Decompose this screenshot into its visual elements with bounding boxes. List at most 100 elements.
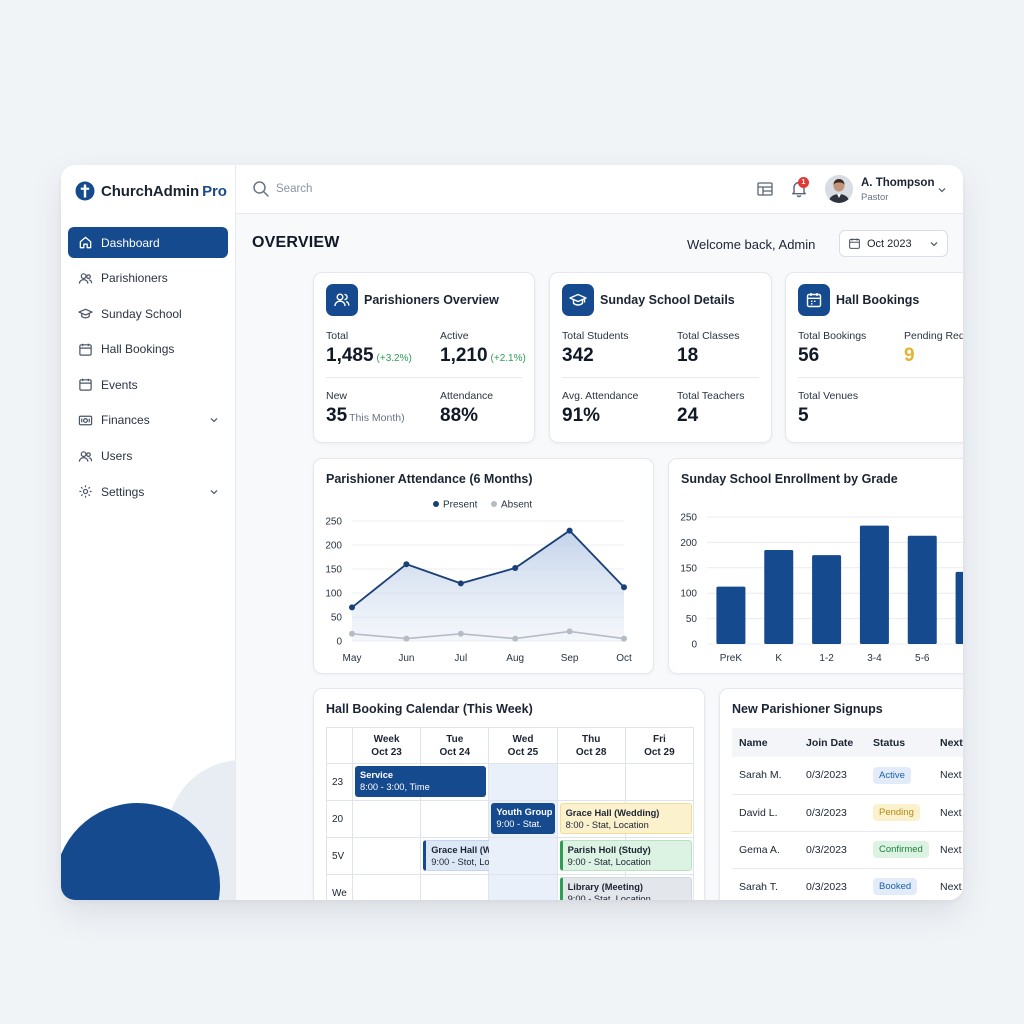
sidebar-item-events[interactable]: Events — [68, 369, 228, 400]
cross-logo-icon — [75, 181, 95, 201]
sunday-school-details-card[interactable]: Sunday School Details Total Students 342… — [549, 272, 772, 443]
stat-delta: (+3.2%) — [376, 353, 412, 364]
card-title: Sunday School Details — [600, 293, 735, 307]
calendar-cell[interactable] — [420, 874, 490, 900]
column-header[interactable]: Status — [866, 728, 933, 757]
legend-marker — [491, 501, 497, 507]
calendar-day-header[interactable]: Wed Oct 25 — [488, 727, 558, 764]
sidebar-item-sunday-school[interactable]: Sunday School — [68, 298, 228, 329]
chart-title: Parishioner Attendance (6 Months) — [326, 472, 533, 486]
chevron-down-icon — [210, 489, 218, 495]
card-title: Hall Booking Calendar (This Week) — [326, 702, 533, 716]
calendar-cell[interactable]: Library (Meeting) 9:00 - Stat, Location — [556, 874, 692, 900]
event-time: 8:00 - Stat, Location — [565, 820, 649, 830]
data-point-absent — [512, 635, 519, 642]
table-row[interactable]: Sarah T. 0/3/2023 Booked Next Step — [732, 868, 963, 900]
calendar-cell[interactable] — [351, 837, 422, 875]
date-picker[interactable]: Oct 2023 — [839, 230, 948, 257]
calendar-cell[interactable] — [624, 874, 695, 900]
stat-label: Active — [440, 330, 469, 342]
stat-value: 5 — [798, 405, 809, 426]
calendar-cell[interactable] — [488, 763, 558, 801]
calendar-cell[interactable] — [351, 874, 422, 900]
sidebar-item-finances[interactable]: Finances — [68, 405, 228, 436]
card-title: Parishioners Overview — [364, 293, 499, 307]
table-row[interactable]: Gema A. 0/3/2023 Confirmed Next Step — [732, 831, 963, 869]
signup-next-step[interactable]: Next Step — [933, 868, 963, 900]
event-title: Library (Meeting) — [567, 882, 643, 892]
welcome-message: Welcome back, Admin — [687, 237, 816, 252]
parishioners-overview-card[interactable]: Parishioners Overview Total 1,485 (+3.2%)… — [313, 272, 535, 443]
signup-next-step[interactable]: Next Step — [933, 757, 963, 795]
y-tick-label: 250 — [680, 513, 697, 524]
sidebar-item-users[interactable]: Users — [68, 441, 228, 472]
stat-value: 1,485 (+3.2%) — [326, 345, 412, 367]
calendar-cell[interactable]: Parish Holl (Study) 9:00 - Stat, Locatio… — [556, 837, 692, 875]
sidebar-item-settings[interactable]: Settings — [68, 476, 228, 507]
column-header[interactable]: Next Step — [933, 728, 963, 757]
calendar-cell[interactable] — [351, 800, 422, 838]
attendance-chart-card: Parishioner Attendance (6 Months) 0 50 100… — [313, 458, 654, 674]
calendar-cell[interactable] — [488, 837, 558, 875]
x-tick-label: Oct — [616, 653, 632, 664]
user-name[interactable]: A. Thompson — [861, 177, 935, 189]
calendar-day-header[interactable]: Thu Oct 28 — [556, 727, 626, 764]
calendar-icon — [849, 238, 860, 249]
table-row[interactable]: Sarah M. 0/3/2023 Active Next Step — [732, 757, 963, 795]
column-header[interactable]: Join Date — [799, 728, 866, 757]
gear-icon — [79, 485, 92, 498]
search-input[interactable] — [276, 179, 536, 199]
calendar-day-header[interactable]: Week Oct 23 — [351, 727, 422, 764]
brand-logo[interactable]: ChurchAdmin Pro — [75, 179, 227, 203]
bar-1-2 — [812, 555, 842, 644]
calendar-cell[interactable]: Youth Group 9:00 - Stat. — [488, 800, 558, 838]
calendar-header-row: Week Oct 23 Tue Oct 24 Wed Oct 25 Thu Oct 28… — [326, 727, 695, 764]
x-tick-label: K — [775, 653, 782, 664]
calendar-event[interactable]: Youth Group 9:00 - Stat. — [491, 803, 556, 834]
chevron-down-icon — [210, 418, 218, 423]
users-icon — [334, 293, 350, 307]
calendar-cell[interactable]: Grace Hall (Wedding) 9:00 - Stot, Locati… — [420, 837, 556, 875]
y-tick-label: 0 — [691, 640, 697, 651]
chevron-down-icon[interactable] — [937, 185, 947, 195]
sidebar-item-hall-bookings[interactable]: Hall Bookings — [68, 334, 228, 365]
signup-next-step[interactable]: Next Step — [933, 794, 963, 832]
search-icon — [253, 181, 269, 197]
layout-icon[interactable] — [755, 179, 775, 199]
stat-value: 24 — [677, 405, 699, 426]
calendar-cell[interactable] — [624, 800, 695, 838]
graduation-cap-icon — [78, 308, 93, 319]
calendar-cell[interactable]: Service 8:00 - 3:00, Time — [351, 763, 486, 801]
stat-value: 9 — [904, 345, 915, 366]
bar-3-4 — [859, 525, 889, 644]
data-point-absent — [621, 635, 627, 642]
data-point-present — [403, 561, 410, 568]
x-tick-label: Aug — [506, 653, 524, 664]
signup-date: 0/3/2023 — [799, 868, 866, 900]
hall-bookings-card[interactable]: Hall Bookings Total Bookings 56 Pending … — [785, 272, 963, 443]
calendar-cell[interactable] — [556, 763, 626, 801]
day-date: Oct 23 — [371, 746, 402, 758]
calendar-cell[interactable]: Grace Hall (Wedding) 8:00 - Stat, Locati… — [556, 800, 692, 838]
avatar[interactable] — [825, 175, 853, 203]
sidebar-item-parishioners[interactable]: Parishioners — [68, 263, 228, 294]
stat-value: 342 — [562, 345, 594, 366]
status-badge: Active — [873, 766, 911, 784]
stat-value: 88% — [440, 405, 479, 426]
booking-calendar: Week Oct 23 Tue Oct 24 Wed Oct 25 Thu Oct 28… — [326, 727, 695, 900]
calendar-cell[interactable] — [624, 837, 695, 875]
calendar-day-header[interactable]: Tue Oct 24 — [420, 727, 490, 764]
column-header[interactable]: Name — [732, 728, 799, 757]
calendar-cell[interactable] — [624, 763, 695, 801]
graduation-cap-icon — [569, 293, 587, 306]
calendar-day-header[interactable]: Fri Oct 29 — [624, 727, 695, 764]
row-label: 5V — [326, 837, 353, 875]
calendar-row: 23 Service 8:00 - 3:00, Time — [326, 763, 695, 801]
bar-prek — [716, 586, 746, 644]
table-row[interactable]: David L. 0/3/2023 Pending Next Step — [732, 794, 963, 832]
calendar-cell[interactable] — [488, 874, 558, 900]
calendar-cell[interactable] — [420, 800, 490, 838]
signup-next-step[interactable]: Next Step — [933, 831, 963, 869]
calendar-cell[interactable] — [420, 763, 490, 801]
sidebar-item-dashboard[interactable]: Dashboard — [68, 227, 228, 258]
